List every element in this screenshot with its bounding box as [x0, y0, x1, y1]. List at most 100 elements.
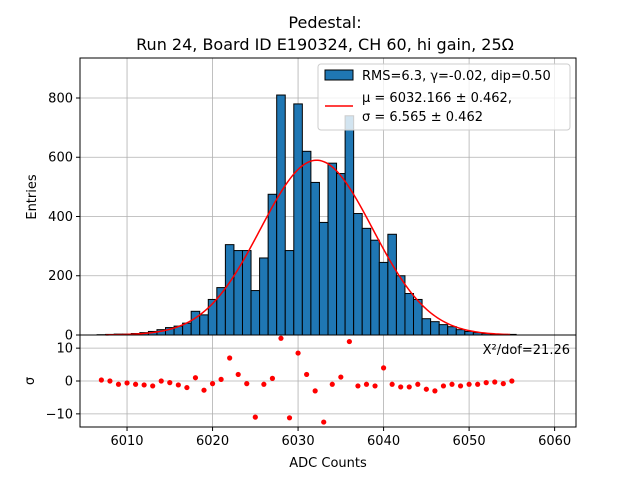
histogram-y-tick-label: 200: [48, 269, 73, 284]
residual-point: [321, 419, 327, 425]
residual-point: [132, 381, 139, 387]
residual-panel: −10 0 10 6010 6020 6030 6040 6050 6060 X²/dof=2…: [23, 334, 577, 471]
residual-point: [346, 338, 352, 345]
histogram-bar: [293, 103, 303, 336]
residual-y-tick-label: −10: [46, 407, 73, 422]
residual-x-ticks: 6010 6020 6030 6040 6050 6060: [110, 427, 571, 449]
residual-point: [141, 382, 147, 388]
residual-point: [278, 335, 284, 341]
x-tick-label: 6050: [453, 434, 486, 449]
residual-annotation: X²/dof=21.26: [483, 343, 570, 358]
histogram-bar: [301, 150, 312, 336]
histogram-bar: [267, 193, 278, 336]
legend-histogram-swatch: [324, 69, 354, 81]
chart-title: Pedestal: Run 24, Board ID E190324, CH 6…: [136, 13, 514, 54]
histogram-bar: [387, 233, 397, 336]
residual-point: [235, 371, 241, 378]
residual-point: [227, 355, 233, 361]
chart-title-line1: Pedestal:: [288, 13, 361, 32]
chart-title-line2: Run 24, Board ID E190324, CH 60, hi gain…: [136, 35, 514, 54]
histogram-y-tick-label: 600: [48, 151, 73, 166]
residual-point: [175, 382, 181, 388]
histogram-bar: [404, 293, 415, 336]
residual-point: [338, 374, 344, 380]
histogram-bar: [438, 324, 449, 336]
residual-point: [492, 379, 498, 385]
residual-point: [192, 375, 199, 381]
histogram-bar: [447, 326, 457, 336]
residual-point: [457, 383, 464, 389]
x-tick-label: 6060: [538, 434, 571, 449]
histogram-bar: [370, 239, 380, 336]
histogram-bar: [344, 115, 355, 336]
histogram-bar: [284, 250, 295, 336]
histogram-bar: [310, 181, 320, 336]
histogram-bar: [378, 261, 389, 336]
residual-point: [432, 388, 438, 394]
histogram-bar: [361, 227, 372, 336]
residual-point: [304, 371, 310, 378]
residual-point: [363, 381, 370, 387]
legend-fit-label-line2: σ = 6.565 ± 0.462: [362, 110, 483, 125]
histogram-bar: [318, 221, 329, 336]
residual-point: [372, 383, 378, 389]
residual-point: [415, 381, 421, 387]
residual-point: [201, 387, 207, 393]
residual-point: [355, 383, 361, 389]
histogram-bar: [199, 314, 209, 336]
residual-y-ticks: −10 0 10: [46, 342, 80, 422]
residual-point: [150, 383, 156, 389]
x-axis-label: ADC Counts: [289, 456, 367, 471]
legend: RMS=6.3, γ=-0.02, dip=0.50 μ = 6032.166 …: [317, 63, 571, 131]
residual-point: [184, 384, 190, 391]
residual-frame: [79, 334, 577, 428]
residual-point: [286, 415, 293, 421]
residual-point: [312, 388, 318, 394]
residual-point: [500, 381, 506, 387]
histogram-bar: [276, 94, 286, 336]
histogram-bar: [224, 244, 235, 336]
residual-y-tick-label: 10: [56, 342, 73, 357]
residual-point: [440, 383, 447, 389]
residual-point: [406, 384, 412, 390]
residual-point: [244, 381, 250, 387]
histogram-bar: [455, 329, 466, 336]
histogram-y-tick-label: 0: [65, 329, 73, 344]
residual-point: [158, 378, 164, 384]
residual-point: [115, 381, 122, 387]
residual-y-tick-label: 0: [65, 375, 73, 390]
histogram-y-ticks: 0 200 400 600 800: [48, 91, 80, 344]
histogram-y-tick-label: 800: [48, 91, 73, 106]
x-tick-label: 6020: [196, 434, 229, 449]
histogram-bar: [327, 162, 338, 336]
histogram-bar: [259, 257, 269, 336]
x-tick-label: 6040: [367, 434, 400, 449]
residual-point: [380, 365, 387, 371]
legend-histogram-label: RMS=6.3, γ=-0.02, dip=0.50: [362, 69, 551, 84]
histogram-bar: [395, 275, 406, 336]
histogram-bar: [430, 321, 440, 336]
histogram-y-tick-label: 400: [48, 210, 73, 225]
histogram-bar: [241, 250, 252, 336]
histogram-bar: [250, 290, 261, 336]
residual-point: [269, 375, 276, 381]
histogram-bar: [421, 318, 432, 336]
residual-point: [218, 376, 224, 382]
gaussian-fit-curve: [105, 159, 511, 336]
residual-y-axis-label: σ: [23, 377, 38, 385]
residual-point: [449, 381, 455, 387]
histogram-y-axis-label: Entries: [25, 174, 40, 220]
residual-point: [329, 381, 335, 387]
residual-point: [389, 381, 395, 387]
residual-point: [475, 381, 481, 387]
legend-fit-label-line1: μ = 6032.166 ± 0.462,: [362, 91, 512, 106]
residual-point: [509, 378, 515, 384]
residual-point: [167, 380, 173, 386]
histogram-bar: [207, 298, 218, 336]
residual-point: [252, 414, 258, 420]
residual-point: [107, 378, 113, 384]
residual-points: [98, 335, 515, 425]
legend-box: [317, 63, 571, 131]
histogram-panel: 0 200 400 600 800 Entries RMS=6.3, γ=-0.02, …: [25, 57, 577, 344]
